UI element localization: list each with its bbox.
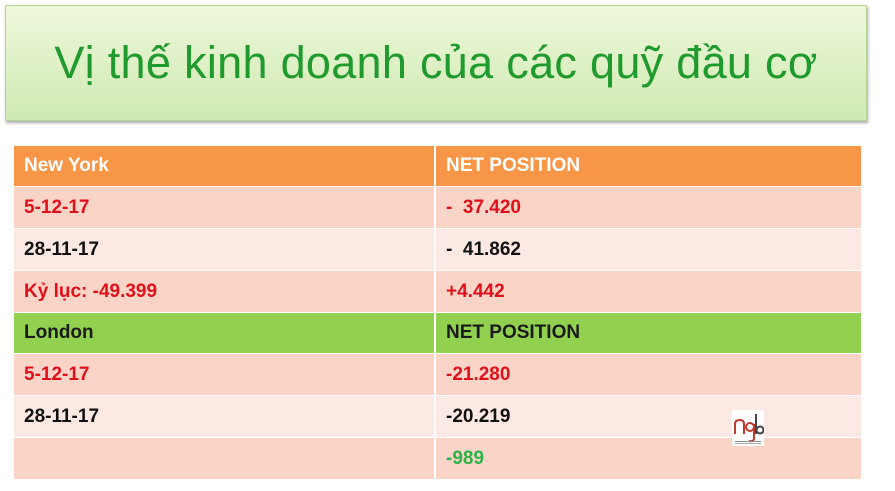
row-date: [14, 438, 436, 479]
positions-table: New York NET POSITION 5-12-17 - 37.420 2…: [14, 146, 861, 480]
page-title: Vị thế kinh doanh của các quỹ đầu cơ: [54, 37, 818, 88]
row-net-position: +4.442: [446, 280, 505, 302]
row-net-position: - 37.420: [446, 196, 521, 218]
row-date: 28-11-17: [14, 229, 436, 270]
header-net-position: NET POSITION: [446, 322, 581, 343]
header-net-position: NET POSITION: [446, 155, 581, 176]
row-net-position: -989: [446, 447, 485, 469]
row-record: Kỷ lục: -49.399: [14, 271, 436, 312]
row-net-position: -20.219: [446, 405, 511, 427]
table-row: 5-12-17 -21.280: [14, 354, 861, 396]
title-banner: Vị thế kinh doanh của các quỹ đầu cơ: [5, 5, 867, 121]
header-market-new-york: New York: [14, 146, 436, 186]
ngb-logo-icon: [732, 410, 765, 446]
table-row: 28-11-17 - 41.862: [14, 229, 861, 271]
table-row: 5-12-17 - 37.420: [14, 187, 861, 229]
table-header-london: London NET POSITION: [14, 313, 861, 354]
header-market-london: London: [14, 313, 436, 353]
row-net-position: - 41.862: [446, 238, 521, 260]
table-row: -989: [14, 438, 861, 480]
row-net-position: -21.280: [446, 363, 511, 385]
row-date: 28-11-17: [14, 396, 436, 437]
row-date: 5-12-17: [14, 187, 436, 228]
table-header-new-york: New York NET POSITION: [14, 146, 861, 187]
table-row: 28-11-17 -20.219: [14, 396, 861, 438]
row-date: 5-12-17: [14, 354, 436, 395]
table-row: Kỷ lục: -49.399 +4.442: [14, 271, 861, 313]
